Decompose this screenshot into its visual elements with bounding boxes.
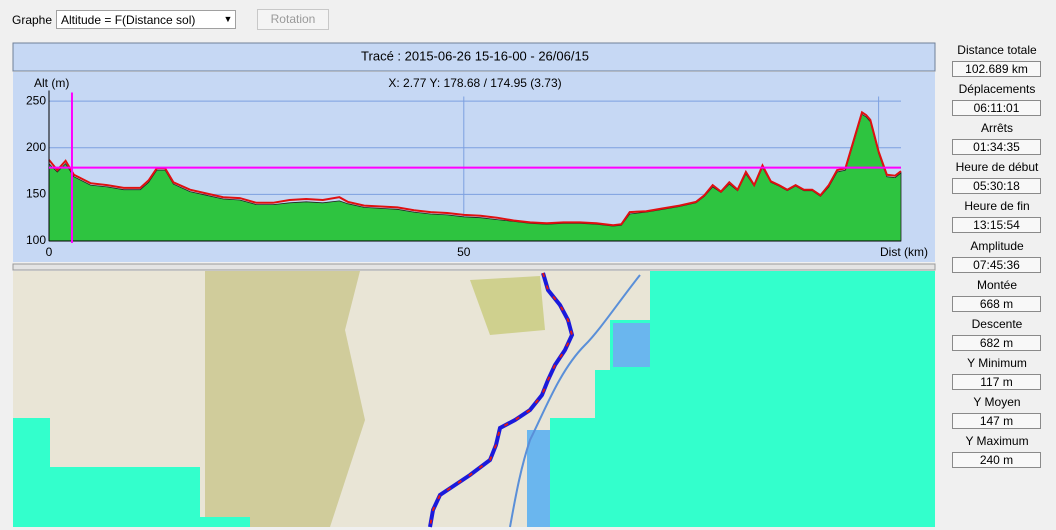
map-track-points <box>429 272 574 528</box>
select-arrow: ▼ <box>223 14 233 24</box>
stat-value: 147 m <box>952 412 1041 429</box>
x-tick-label: 0 <box>46 245 53 259</box>
stat-value: 117 m <box>952 373 1041 390</box>
chart: Tracé : 2015-06-26 15-16-00 - 26/06/15 X… <box>12 42 936 528</box>
stat-label: Arrêts <box>980 121 1013 136</box>
stat-value: 01:34:35 <box>952 139 1041 156</box>
y-tick-label: 200 <box>26 140 46 154</box>
stat-value: 682 m <box>952 334 1041 351</box>
stat-value: 06:11:01 <box>952 100 1041 117</box>
stat-label: Déplacements <box>958 82 1036 97</box>
plot: 100 150 200 250 0 50 <box>26 90 902 259</box>
map-forest <box>470 276 545 335</box>
stat-value: 07:45:36 <box>952 256 1041 273</box>
title-bar <box>12 42 936 72</box>
stat-label: Heure de début <box>955 160 1039 175</box>
map-forest <box>205 271 365 527</box>
stat-label: Heure de fin <box>964 199 1030 214</box>
stat-label: Distance totale <box>957 43 1037 57</box>
stat-value: 668 m <box>952 295 1041 312</box>
map-river <box>509 274 641 528</box>
map-no-data <box>13 271 935 527</box>
x-tick-label: 50 <box>457 245 471 259</box>
cursor-readout: X: 2.77 Y: 178.68 / 174.95 (3.73) <box>388 76 561 90</box>
stat-label: Amplitude <box>970 238 1024 253</box>
stat-value: 05:30:18 <box>952 178 1041 195</box>
map-water <box>527 323 650 527</box>
rotation-button[interactable]: Rotation <box>257 9 329 30</box>
stat-value: 102.689 km <box>952 61 1041 77</box>
map <box>13 271 935 528</box>
x-axis-label: Dist (km) <box>880 245 928 259</box>
graph-select[interactable]: Altitude = F(Distance sol) <box>56 10 236 29</box>
stat-label: Y Minimum <box>967 355 1027 370</box>
graph-label: Graphe <box>12 13 53 27</box>
y-tick-label: 150 <box>26 187 46 201</box>
line <box>48 110 902 227</box>
stat-label: Montée <box>976 277 1018 292</box>
stat-label: Y Maximum <box>965 434 1029 448</box>
y-tick-label: 100 <box>26 233 46 247</box>
stat-label: Descente <box>971 316 1023 331</box>
y-tick-label: 250 <box>26 93 46 107</box>
splitter <box>12 263 936 271</box>
stat-value: 13:15:54 <box>952 217 1041 234</box>
stat-label: Y Moyen <box>973 394 1021 409</box>
chart-title: Tracé : 2015-06-26 15-16-00 - 26/06/15 <box>361 48 589 63</box>
stat-value: 240 m <box>952 452 1041 468</box>
y-axis-label: Alt (m) <box>34 76 69 90</box>
